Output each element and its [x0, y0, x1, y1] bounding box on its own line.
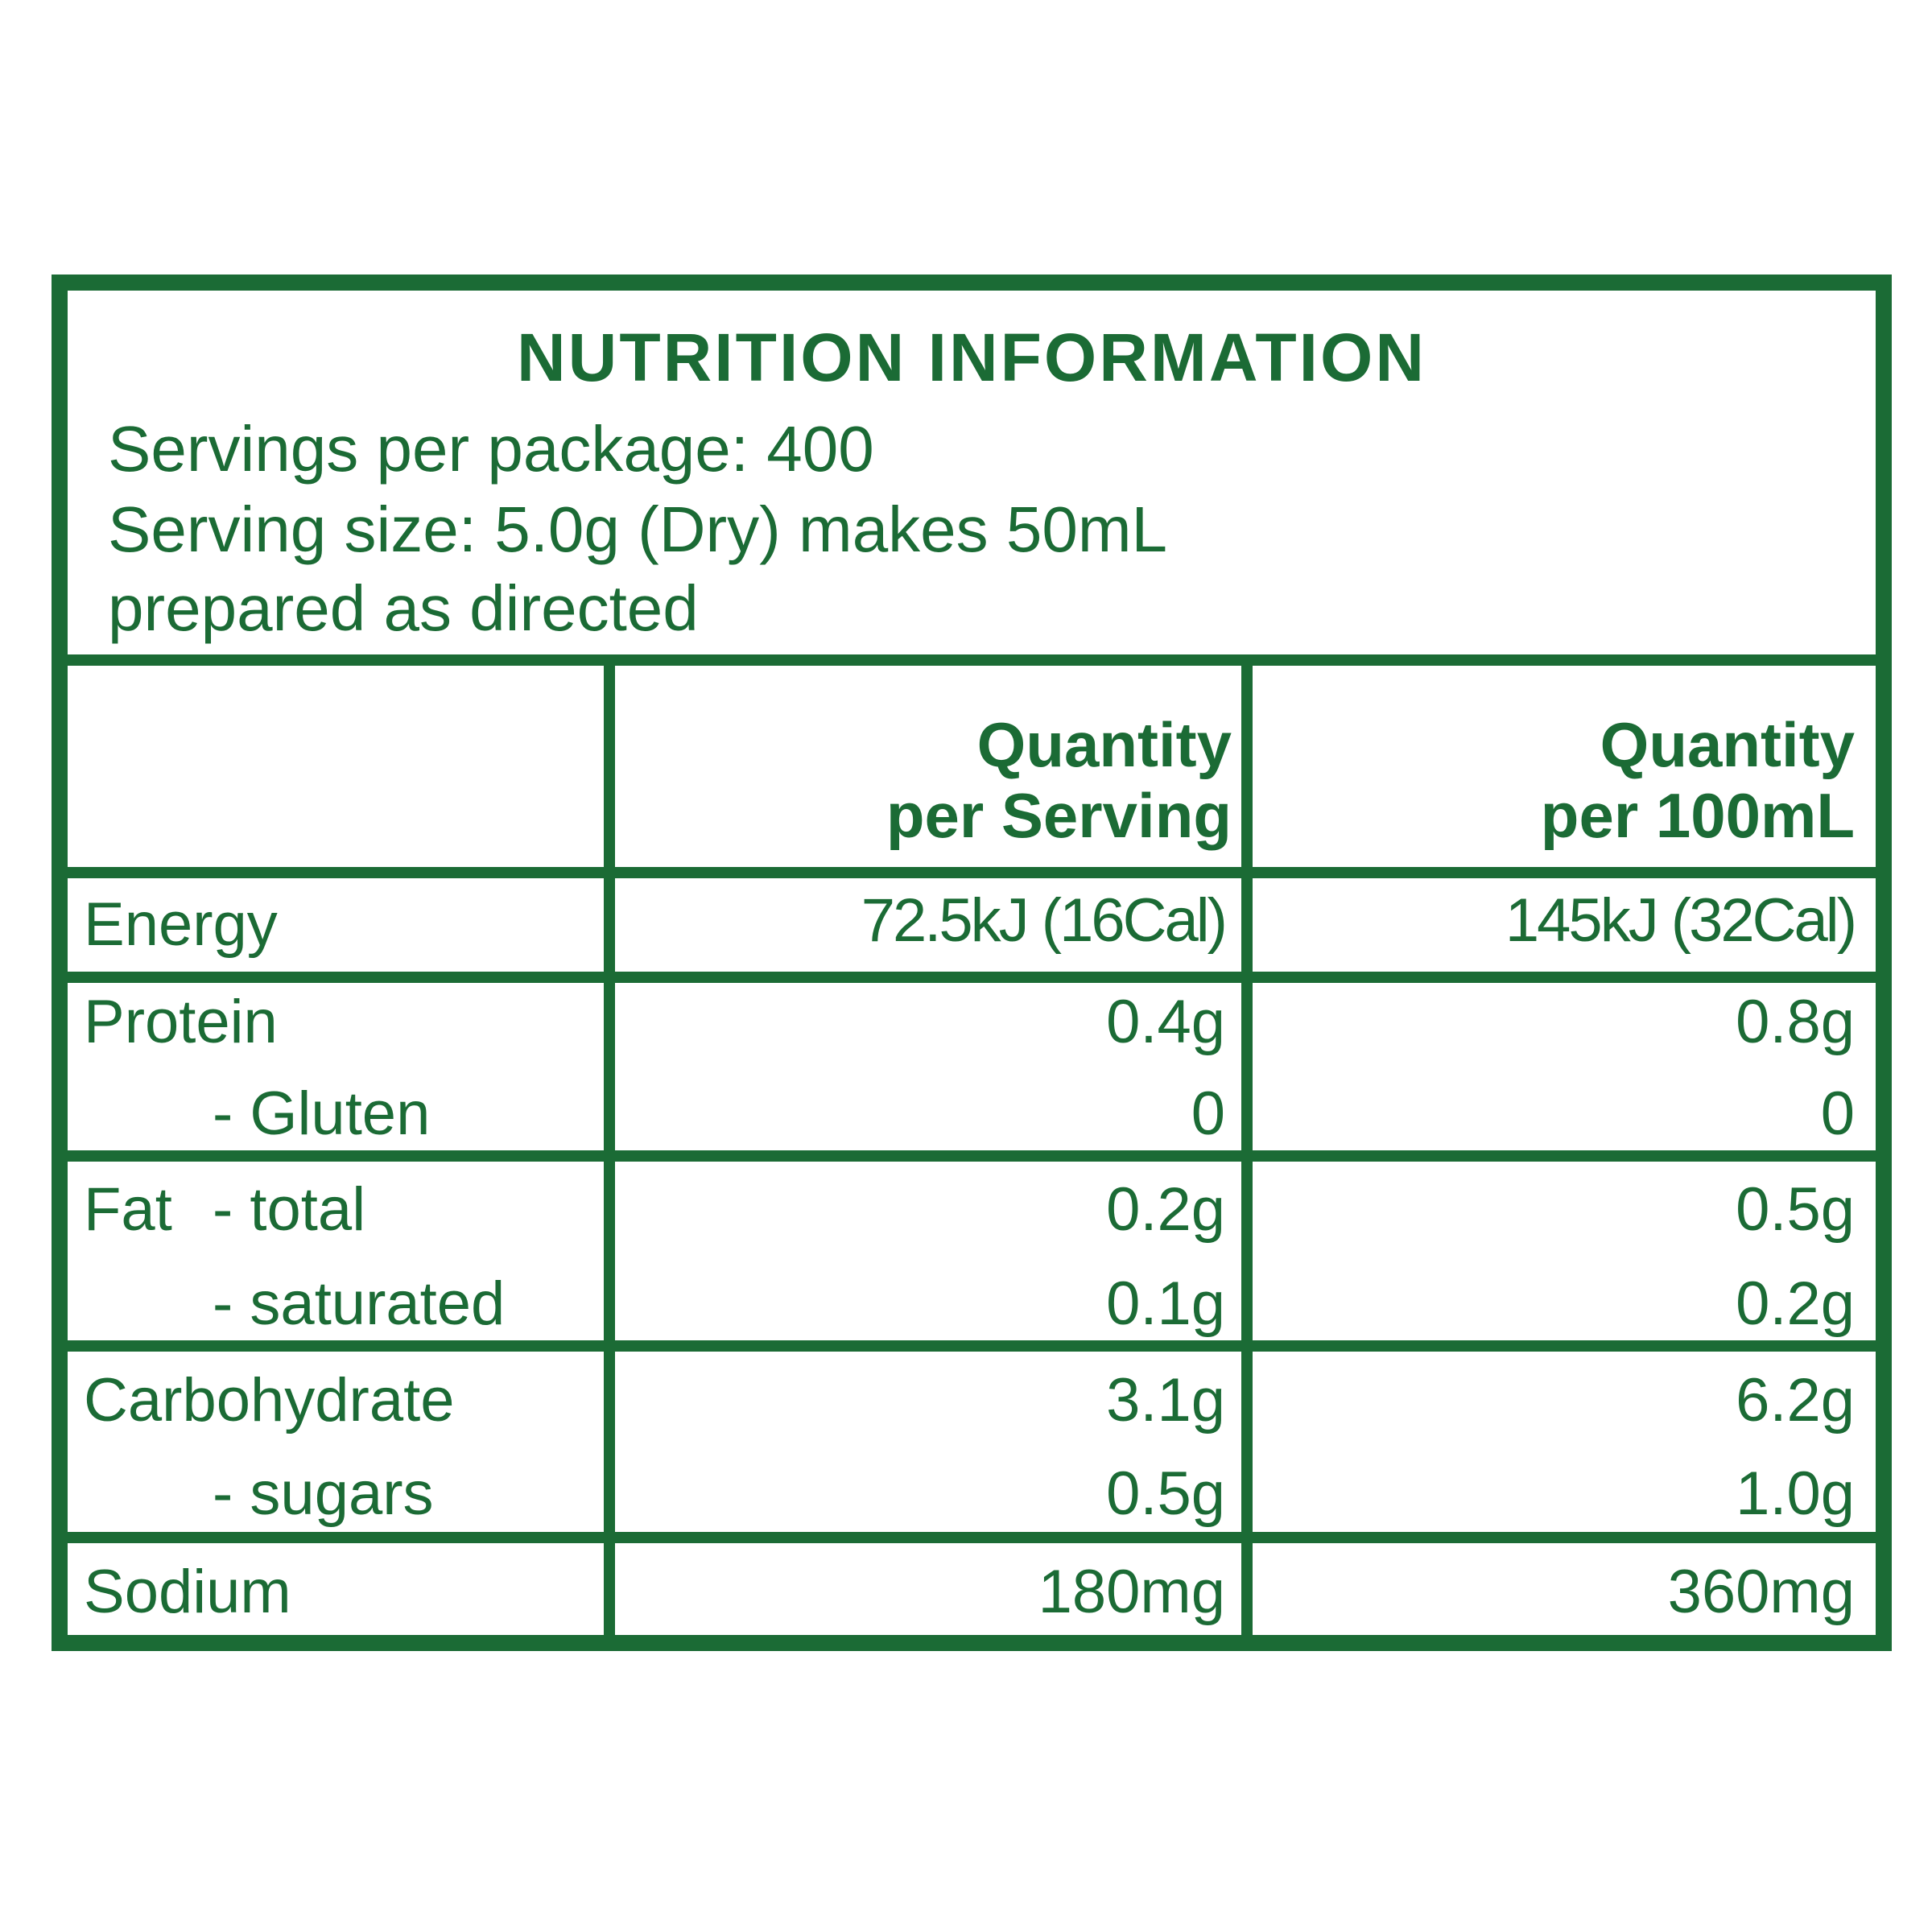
protein-per-100ml: 0.8g: [1736, 988, 1855, 1056]
sodium-label: Sodium: [84, 1558, 291, 1626]
energy-divider: [68, 972, 1876, 983]
fat-saturated-per-serving: 0.1g: [1106, 1269, 1225, 1338]
carbohydrate-label: Carbohydrate: [84, 1366, 455, 1435]
energy-per-100ml: 145kJ (32Cal): [1505, 886, 1857, 955]
energy-label: Energy: [84, 890, 278, 959]
fat-label: Fat: [84, 1175, 172, 1244]
column-header-per-100ml-line2: per 100mL: [1540, 780, 1855, 851]
energy-per-serving: 72.5kJ (16Cal): [861, 886, 1228, 955]
column-header-per-serving: Quantity per Serving: [886, 709, 1232, 851]
fat-saturated-label: - saturated: [213, 1269, 506, 1338]
column-header-per-100ml: Quantity per 100mL: [1541, 709, 1855, 851]
sodium-per-serving: 180mg: [1038, 1558, 1225, 1626]
protein-per-serving: 0.4g: [1106, 988, 1225, 1056]
column-header-per-serving-line1: Quantity: [976, 709, 1232, 780]
gluten-label: - Gluten: [213, 1080, 431, 1148]
column-divider-2: [1241, 654, 1253, 1635]
column-header-per-100ml-line1: Quantity: [1600, 709, 1855, 780]
carbohydrate-per-serving: 3.1g: [1106, 1366, 1225, 1435]
servings-per-package: Servings per package: 400: [108, 413, 874, 485]
column-header-per-serving-line2: per Serving: [886, 780, 1232, 851]
gluten-per-serving: 0: [1191, 1080, 1225, 1148]
fat-divider: [68, 1340, 1876, 1352]
sugars-label: - sugars: [213, 1459, 434, 1528]
sugars-per-100ml: 1.0g: [1736, 1459, 1855, 1528]
fat-total-per-100ml: 0.5g: [1736, 1175, 1855, 1244]
carbohydrate-per-100ml: 6.2g: [1736, 1366, 1855, 1435]
fat-total-label: - total: [213, 1175, 366, 1244]
protein-label: Protein: [84, 988, 278, 1056]
panel-title: NUTRITION INFORMATION: [517, 320, 1426, 395]
panel-header: NUTRITION INFORMATION Servings per packa…: [68, 291, 1876, 651]
protein-divider: [68, 1150, 1876, 1162]
column-header-divider: [68, 867, 1876, 878]
column-divider-1: [604, 654, 615, 1635]
serving-size: Serving size: 5.0g (Dry) makes 50mL: [108, 493, 1168, 565]
fat-saturated-per-100ml: 0.2g: [1736, 1269, 1855, 1338]
prepared-note: prepared as directed: [108, 572, 699, 644]
header-divider: [68, 654, 1876, 666]
sugars-per-serving: 0.5g: [1106, 1459, 1225, 1528]
fat-total-per-serving: 0.2g: [1106, 1175, 1225, 1244]
nutrition-panel: NUTRITION INFORMATION Servings per packa…: [52, 275, 1892, 1651]
sodium-per-100ml: 360mg: [1667, 1558, 1855, 1626]
carbohydrate-divider: [68, 1532, 1876, 1543]
gluten-per-100ml: 0: [1820, 1080, 1855, 1148]
